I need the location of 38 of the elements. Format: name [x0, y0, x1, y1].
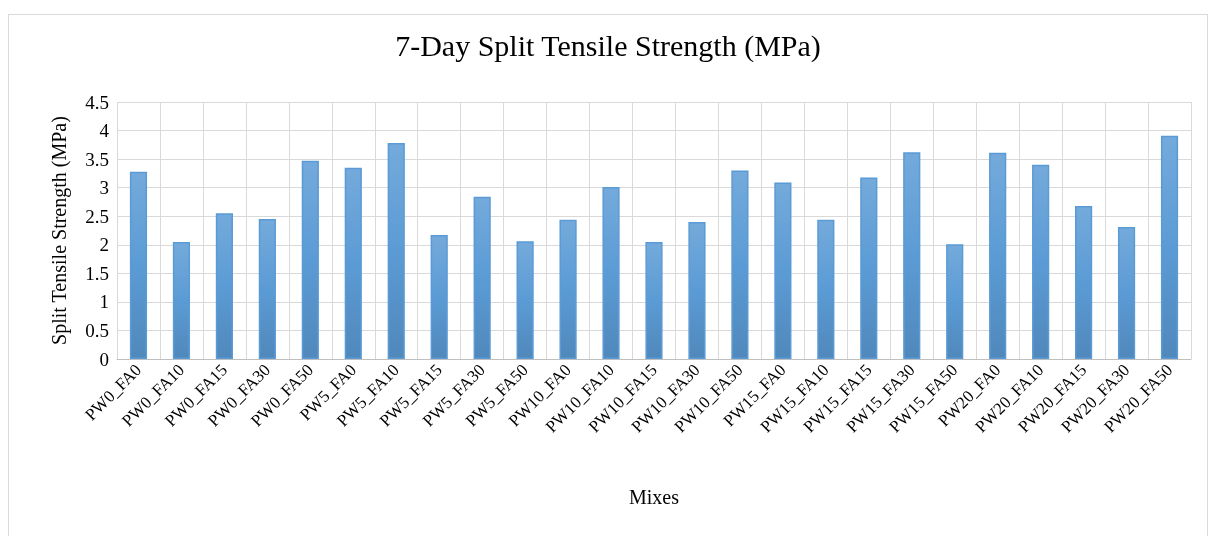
y-tick-label: 3.5	[85, 148, 109, 170]
bar	[301, 160, 319, 359]
bar	[1075, 205, 1093, 359]
bar	[430, 235, 448, 359]
bar	[645, 241, 663, 359]
bar	[387, 143, 405, 359]
y-tick-label: 4.5	[85, 91, 109, 113]
bar	[731, 170, 749, 359]
bar	[473, 196, 491, 359]
chart-title: 7-Day Split Tensile Strength (MPa)	[395, 28, 821, 63]
y-tick-label: 1.5	[85, 262, 109, 284]
y-axis-title: Split Tensile Strength (MPa)	[48, 116, 71, 345]
y-tick-label: 4	[99, 120, 110, 142]
bar	[903, 152, 921, 359]
bar	[688, 221, 706, 359]
bar	[1032, 164, 1050, 359]
bar	[946, 244, 964, 359]
y-tick-label: 0	[99, 348, 109, 370]
bar	[817, 219, 835, 359]
bar	[989, 152, 1007, 359]
bar	[516, 241, 534, 359]
bar	[860, 177, 878, 359]
bar	[602, 187, 620, 359]
y-tick-label: 3	[99, 177, 109, 199]
bar	[172, 241, 191, 359]
x-axis-title: Mixes	[629, 486, 680, 508]
y-tick-label: 2	[99, 234, 109, 256]
bar	[344, 167, 362, 359]
bar	[215, 213, 233, 359]
y-tick-label: 1	[99, 291, 109, 313]
y-tick-label: 0.5	[85, 319, 109, 341]
bar	[129, 171, 148, 359]
bar	[258, 219, 276, 359]
bar	[559, 219, 577, 359]
bar	[774, 182, 792, 359]
bar	[1117, 227, 1136, 359]
bar	[1160, 135, 1179, 359]
y-tick-label: 2.5	[85, 205, 109, 227]
